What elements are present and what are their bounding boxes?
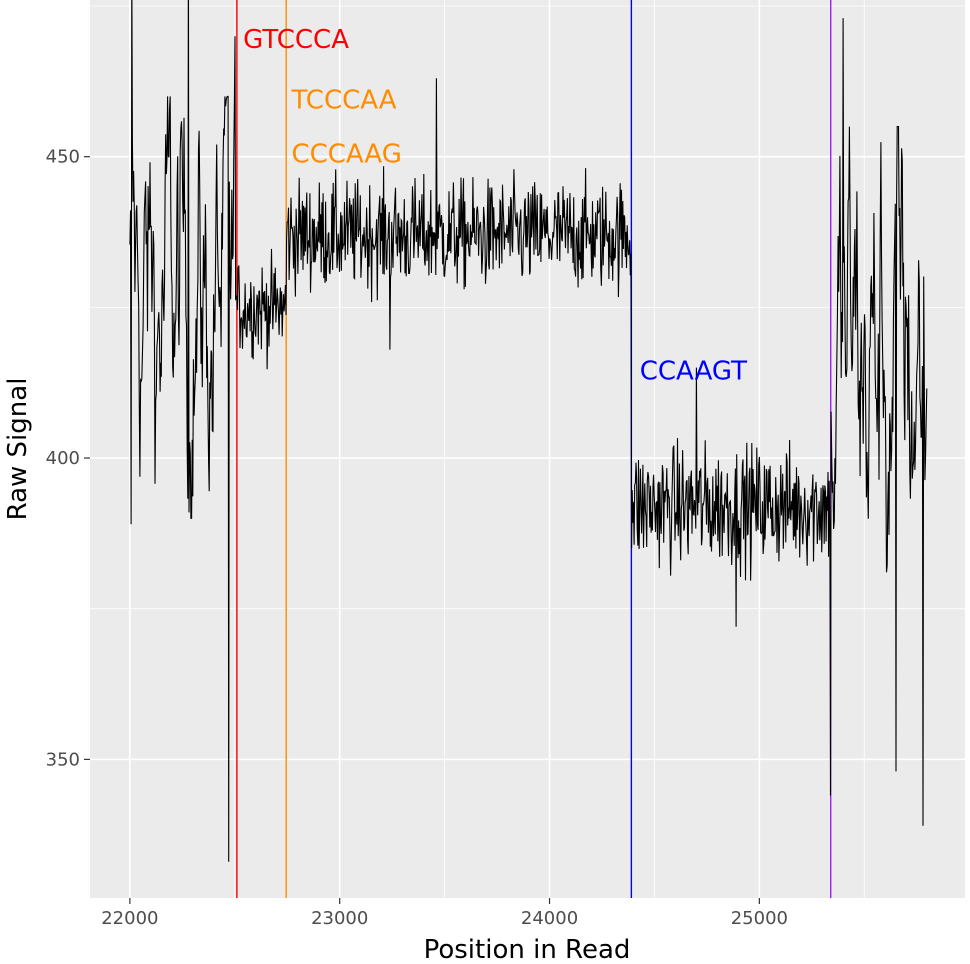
kmer-label: TCCCAA: [290, 85, 396, 115]
raw-signal-line: [129, 0, 928, 862]
x-axis-title: Position in Read: [424, 935, 631, 964]
kmer-annotations: GTCCCA TCCCAA CCCAAG CCAAGT: [243, 25, 747, 386]
plot-panel: [90, 0, 965, 898]
y-tick-label: 350: [46, 749, 80, 770]
axis-ticks: 22000 23000 24000 25000 350 400 450: [46, 147, 788, 929]
grid-major: [90, 0, 965, 898]
x-tick-label: 25000: [731, 908, 788, 929]
kmer-label: CCCAAG: [291, 140, 401, 170]
grid-minor: [90, 0, 965, 898]
x-tick-label: 23000: [311, 908, 368, 929]
x-tick-label: 22000: [101, 908, 158, 929]
kmer-label: GTCCCA: [243, 25, 349, 55]
y-tick-label: 450: [46, 147, 80, 168]
y-axis-title: Raw Signal: [3, 378, 33, 521]
x-tick-label: 24000: [521, 908, 578, 929]
y-tick-label: 400: [46, 448, 80, 469]
kmer-label: CCAAGT: [640, 357, 747, 387]
